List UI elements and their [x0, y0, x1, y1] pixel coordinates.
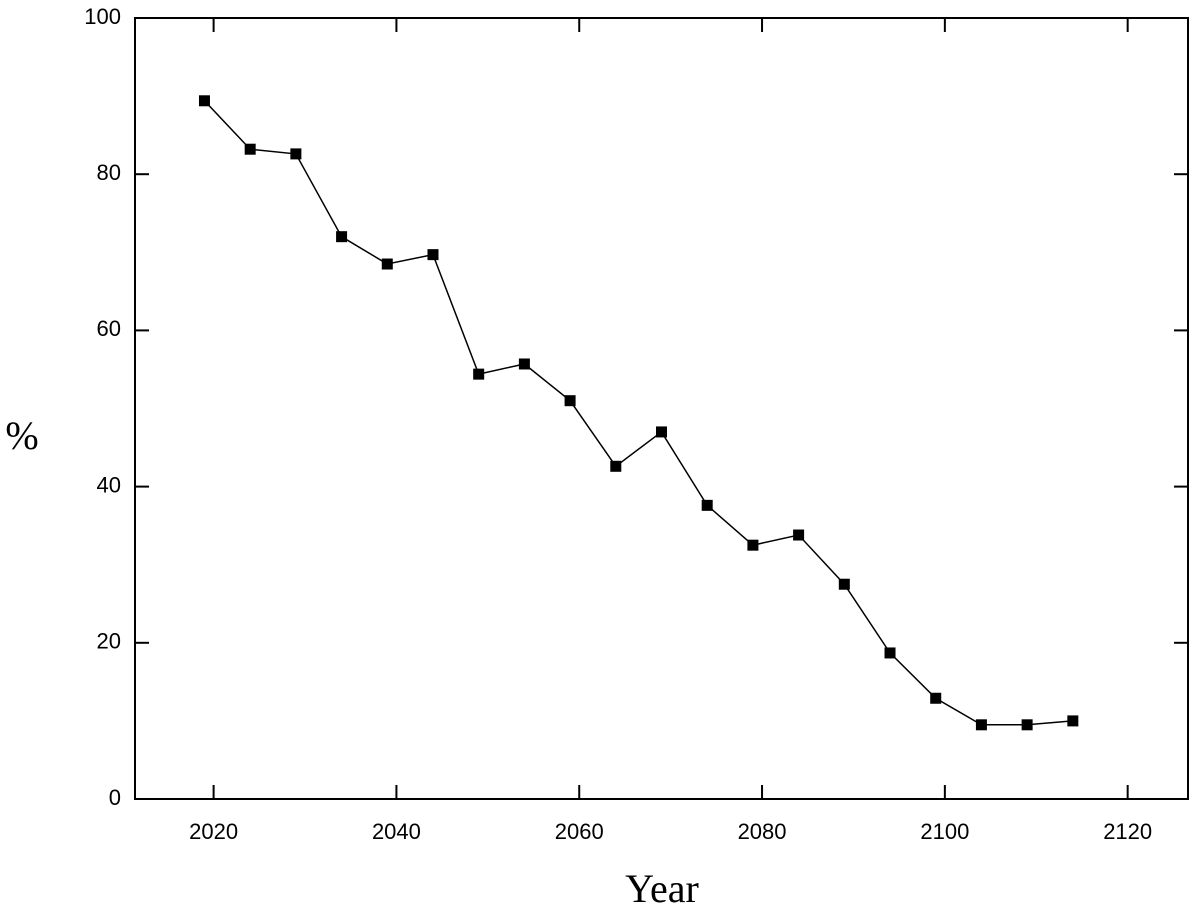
data-marker	[198, 95, 210, 107]
data-marker	[656, 426, 667, 438]
data-marker	[1067, 715, 1079, 727]
plot-frame	[134, 17, 1189, 800]
data-marker	[381, 258, 393, 270]
x-tick-label: 2020	[189, 819, 238, 844]
data-marker	[884, 647, 896, 659]
data-marker	[975, 719, 987, 731]
x-tick-label: 2080	[738, 819, 787, 844]
y-tick-label: 60	[97, 316, 121, 341]
data-marker	[701, 499, 713, 511]
y-tick-label: 40	[97, 472, 121, 497]
x-tick-label: 2100	[920, 819, 969, 844]
data-marker	[1021, 719, 1033, 731]
x-tick-label: 2120	[1103, 819, 1152, 844]
data-marker	[564, 395, 576, 407]
y-axis-label: %	[5, 413, 38, 458]
data-marker	[747, 539, 759, 551]
data-marker	[336, 231, 348, 243]
data-marker	[838, 578, 850, 590]
x-tick-label: 2040	[372, 819, 421, 844]
data-marker	[610, 460, 622, 472]
data-marker	[290, 148, 302, 160]
data-marker	[518, 358, 530, 370]
data-marker	[930, 692, 942, 704]
data-line	[203, 100, 1073, 726]
data-marker	[793, 529, 805, 541]
data-marker	[244, 143, 256, 155]
data-marker	[473, 368, 485, 380]
x-tick-label: 2060	[555, 819, 604, 844]
y-tick-label: 80	[97, 160, 121, 185]
x-axis-label: Year	[625, 866, 699, 911]
y-tick-label: 0	[109, 785, 121, 810]
y-tick-label: 100	[84, 4, 121, 29]
data-marker	[427, 249, 439, 261]
y-tick-label: 20	[97, 629, 121, 654]
